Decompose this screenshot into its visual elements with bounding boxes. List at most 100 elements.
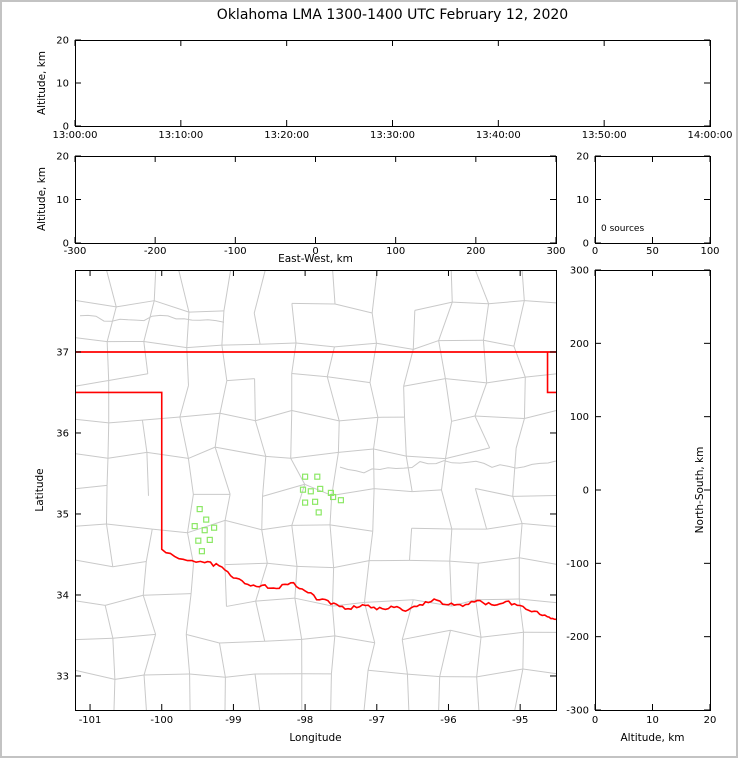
- river-line: [79, 314, 225, 323]
- axis-line: [291, 342, 297, 374]
- axis-line: [143, 634, 157, 676]
- axis-line: [486, 523, 523, 530]
- axis-line: [254, 420, 267, 457]
- axis-line: [518, 598, 524, 633]
- axis-line: [255, 563, 268, 602]
- ew-height-xlabel: East-West, km: [278, 253, 353, 265]
- sources-count-label: 0 sources: [601, 224, 645, 234]
- axis-line: [364, 599, 414, 603]
- tick-label: 13:50:00: [582, 130, 627, 141]
- axis-line: [475, 487, 513, 497]
- axis-line: [108, 419, 143, 424]
- axis-line: [414, 301, 453, 311]
- axis-line: [261, 496, 264, 530]
- axis-line: [187, 458, 194, 495]
- lma-station-marker: [195, 537, 202, 544]
- axis-line: [450, 270, 453, 303]
- tick-label: 300: [546, 246, 565, 257]
- axis-line: [407, 673, 440, 678]
- axis-line: [185, 634, 191, 675]
- axis-line: [331, 452, 339, 496]
- axis-line: [146, 451, 189, 459]
- axis-line: [405, 456, 413, 492]
- axis-line: [409, 528, 413, 561]
- axis-line: [409, 559, 450, 562]
- axis-line: [524, 300, 556, 304]
- tick-label: 13:40:00: [476, 130, 521, 141]
- axis-line: [142, 595, 157, 635]
- axis-line: [291, 303, 297, 344]
- tick-label: 10: [646, 715, 659, 726]
- axis-line: [224, 564, 227, 607]
- axis-line: [185, 593, 192, 635]
- axis-line: [291, 525, 298, 567]
- map-layers: [75, 270, 556, 710]
- axis-line: [294, 598, 303, 640]
- axis-line: [143, 593, 192, 596]
- axis-line: [219, 640, 265, 644]
- axis-line: [334, 303, 373, 314]
- tick-label: 0: [583, 239, 589, 250]
- axis-line: [261, 524, 292, 531]
- axis-line: [402, 629, 451, 641]
- axis-line: [334, 342, 377, 348]
- tick-label: 35: [56, 509, 69, 520]
- tick-label: 13:00:00: [53, 130, 98, 141]
- lma-station-marker: [317, 485, 324, 492]
- axis-line: [518, 523, 523, 558]
- axis-line: [108, 373, 148, 381]
- axis-line: [475, 563, 479, 600]
- axis-line: [186, 312, 190, 348]
- axis-line: [371, 270, 378, 314]
- axis-line: [265, 455, 291, 459]
- tick-label: 14:00:00: [688, 130, 733, 141]
- lma-station-marker: [312, 498, 319, 505]
- axis-line: [330, 635, 336, 674]
- axis-line: [523, 377, 526, 419]
- ns-height-right-label: North-South, km: [694, 446, 706, 534]
- tick-label: 36: [56, 428, 69, 439]
- axis-line: [438, 676, 441, 710]
- tick-label: 50: [646, 246, 659, 257]
- axis-line: [75, 453, 109, 459]
- axis-line: [112, 560, 147, 568]
- axis-line: [142, 561, 147, 596]
- axis-line: [482, 303, 490, 341]
- axis-line: [439, 630, 451, 677]
- plot-title: Oklahoma LMA 1300-1400 UTC February 12, …: [216, 7, 569, 23]
- tick-label: -98: [297, 715, 313, 726]
- tick-label: 0: [63, 239, 69, 250]
- axis-line: [105, 594, 144, 606]
- axis-line: [376, 342, 414, 350]
- axis-line: [474, 488, 488, 530]
- axis-line: [75, 523, 107, 527]
- axis-line: [104, 605, 114, 639]
- lma-station-marker: [203, 516, 210, 523]
- axis-line: [75, 484, 108, 490]
- axis-line: [440, 458, 446, 490]
- tick-label: 0: [583, 486, 589, 497]
- axis-line: [154, 300, 190, 313]
- axis-line: [332, 270, 336, 305]
- axis-line: [291, 524, 331, 526]
- axis-line: [224, 519, 262, 531]
- tick-label: -95: [512, 715, 528, 726]
- axis-line: [290, 410, 293, 459]
- axis-line: [363, 602, 376, 643]
- tick-label: 200: [570, 339, 589, 350]
- axis-line: [514, 668, 524, 710]
- tick-label: 13:20:00: [264, 130, 309, 141]
- axis-line: [143, 341, 149, 374]
- tick-label: 34: [56, 590, 69, 601]
- plan-view-map-panel: [75, 270, 557, 711]
- lma-station-marker: [330, 493, 337, 501]
- axis-line: [291, 409, 340, 422]
- axis-line: [75, 669, 115, 680]
- axis-line: [519, 557, 556, 565]
- axis-line: [106, 306, 117, 342]
- axis-line: [512, 496, 523, 524]
- axis-line: [187, 494, 194, 533]
- axis-line: [438, 301, 453, 341]
- axis-line: [214, 446, 231, 495]
- axis-line: [291, 484, 306, 526]
